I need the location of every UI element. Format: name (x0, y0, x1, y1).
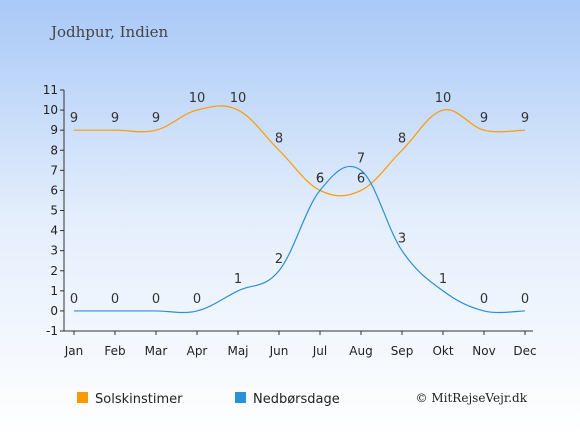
rain-data-label: 6 (316, 171, 324, 186)
x-tick-label: Mar (145, 344, 168, 358)
series-lines (73, 105, 526, 314)
y-tick-label: 4 (50, 224, 58, 238)
rain-data-label: 0 (111, 292, 119, 307)
sunshine-data-label: 10 (230, 91, 247, 106)
x-tick-label: Jun (269, 344, 289, 358)
x-tick-label: Aug (349, 344, 372, 358)
rain-data-label: 0 (70, 292, 78, 307)
rain-data-label: 1 (234, 272, 242, 287)
y-tick-label: 11 (43, 83, 58, 97)
rain-data-label: 3 (398, 232, 406, 247)
rain-data-label: 1 (439, 272, 447, 287)
legend: Solskinstimer Nedbørsdage (77, 392, 340, 407)
y-tick-label: 6 (50, 183, 58, 197)
sunshine-data-label: 6 (316, 171, 324, 186)
rain-data-label: 2 (275, 252, 283, 267)
x-tick-label: Apr (187, 344, 208, 358)
y-tick-label: 9 (50, 123, 58, 137)
sunshine-data-label: 9 (152, 111, 160, 126)
y-tick-label: 0 (50, 304, 58, 318)
y-tick-label: 1 (50, 284, 58, 298)
sunshine-data-label: 9 (480, 111, 488, 126)
x-tick-label: Feb (104, 344, 125, 358)
x-tick-label: Nov (472, 344, 495, 358)
x-tick-label: Sep (391, 344, 414, 358)
x-tick-label: Maj (227, 344, 248, 358)
x-tick-label: Jan (64, 344, 84, 358)
sunshine-data-label: 9 (521, 111, 529, 126)
x-tick-label: Dec (513, 344, 536, 358)
legend-label-rain: Nedbørsdage (253, 392, 340, 407)
sunshine-data-label: 9 (111, 111, 119, 126)
rain-data-label: 0 (480, 292, 488, 307)
sunshine-data-label: 9 (70, 111, 78, 126)
y-tick-label: 10 (43, 103, 58, 117)
legend-label-sunshine: Solskinstimer (95, 392, 183, 407)
sunshine-data-label: 8 (275, 131, 283, 146)
sunshine-data-label: 8 (398, 131, 406, 146)
rain-data-label: 0 (193, 292, 201, 307)
rain-data-label: 7 (357, 151, 365, 166)
legend-swatch-sunshine (77, 392, 88, 403)
sunshine-data-label: 10 (435, 91, 452, 106)
y-tick-label: 2 (50, 264, 58, 278)
y-tick-label: 7 (50, 163, 58, 177)
y-tick-label: 5 (50, 204, 58, 218)
y-tick-label: 8 (50, 143, 58, 157)
y-tick-label: 3 (50, 244, 58, 258)
x-tick-label: Jul (312, 344, 327, 358)
sunshine-data-label: 6 (357, 171, 365, 186)
rain-line (73, 165, 526, 314)
credit: © MitRejseVejr.dk (416, 391, 528, 405)
rain-data-label: 0 (152, 292, 160, 307)
sunshine-data-label: 10 (189, 91, 206, 106)
legend-swatch-rain (235, 392, 246, 403)
chart-title: Jodhpur, Indien (49, 23, 168, 41)
y-tick-label: -1 (46, 324, 58, 338)
x-tick-label: Okt (432, 344, 453, 358)
rain-data-label: 0 (521, 292, 529, 307)
sunshine-line (74, 105, 526, 197)
